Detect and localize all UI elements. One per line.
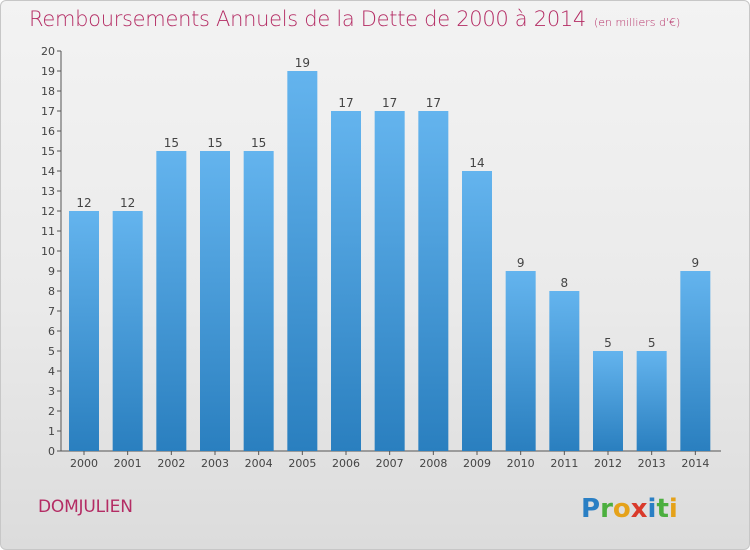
bar (593, 351, 623, 451)
data-label: 12 (120, 196, 135, 210)
bar (112, 211, 143, 451)
data-label: 14 (469, 156, 484, 170)
x-tick-label: 2003 (201, 457, 229, 470)
data-label: 9 (692, 256, 700, 270)
x-tick-label: 2005 (288, 457, 316, 470)
bar (505, 271, 536, 451)
data-label: 12 (76, 196, 91, 210)
bar (287, 71, 318, 451)
y-tick-label: 12 (41, 205, 55, 218)
x-tick-label: 2002 (157, 457, 185, 470)
y-tick-label: 13 (41, 185, 55, 198)
bar (243, 151, 274, 451)
y-tick-label: 18 (41, 85, 55, 98)
y-tick-label: 14 (41, 165, 55, 178)
bar (462, 171, 492, 451)
x-tick-label: 2012 (594, 457, 622, 470)
x-tick-label: 2004 (245, 457, 273, 470)
y-tick-label: 20 (41, 45, 55, 58)
bar (374, 111, 405, 451)
x-tick-label: 2014 (681, 457, 709, 470)
x-tick-label: 2008 (419, 457, 447, 470)
bar (69, 211, 99, 451)
y-tick-label: 19 (41, 65, 55, 78)
bar (636, 351, 667, 451)
y-tick-label: 9 (48, 265, 55, 278)
y-tick-label: 5 (48, 345, 55, 358)
x-tick-label: 2011 (550, 457, 578, 470)
y-tick-label: 0 (48, 445, 55, 458)
data-label: 9 (517, 256, 525, 270)
x-tick-label: 2010 (507, 457, 535, 470)
y-tick-label: 15 (41, 145, 55, 158)
bar (156, 151, 187, 451)
y-tick-label: 11 (41, 225, 55, 238)
bar (200, 151, 230, 451)
data-label: 19 (295, 56, 310, 70)
proxiti-logo: Proxiti (581, 494, 678, 523)
y-tick-label: 1 (48, 425, 55, 438)
y-tick-label: 16 (41, 125, 55, 138)
bar (549, 291, 580, 451)
data-label: 17 (382, 96, 397, 110)
data-label: 15 (251, 136, 266, 150)
y-tick-label: 4 (48, 365, 55, 378)
bar (680, 271, 711, 451)
chart-labels: 2000 12 2001 12 2002 15 2003 15 2004 15 2005 19 2006… (70, 56, 709, 470)
y-tick-label: 2 (48, 405, 55, 418)
data-label: 15 (207, 136, 222, 150)
chart-title-text: Remboursements Annuels de la Dette de 20… (29, 7, 586, 31)
x-tick-label: 2009 (463, 457, 491, 470)
chart-bars (69, 71, 711, 451)
x-tick-label: 2001 (114, 457, 142, 470)
data-label: 5 (604, 336, 612, 350)
data-label: 15 (164, 136, 179, 150)
x-tick-label: 2006 (332, 457, 360, 470)
x-tick-label: 2000 (70, 457, 98, 470)
y-tick-label: 6 (48, 325, 55, 338)
data-label: 17 (426, 96, 441, 110)
y-tick-label: 10 (41, 245, 55, 258)
data-label: 8 (561, 276, 569, 290)
bar (418, 111, 449, 451)
chart-title: Remboursements Annuels de la Dette de 20… (29, 7, 680, 31)
town-name: DOMJULIEN (38, 497, 133, 517)
bar (331, 111, 361, 451)
unit-note: (en milliers d'€) (594, 16, 681, 29)
y-tick-label: 7 (48, 305, 55, 318)
y-tick-label: 8 (48, 285, 55, 298)
data-label: 17 (338, 96, 353, 110)
svg-text:Proxiti: Proxiti (581, 494, 678, 523)
data-label: 5 (648, 336, 656, 350)
y-tick-label: 17 (41, 105, 55, 118)
y-tick-label: 3 (48, 385, 55, 398)
x-tick-label: 2013 (638, 457, 666, 470)
x-tick-label: 2007 (376, 457, 404, 470)
